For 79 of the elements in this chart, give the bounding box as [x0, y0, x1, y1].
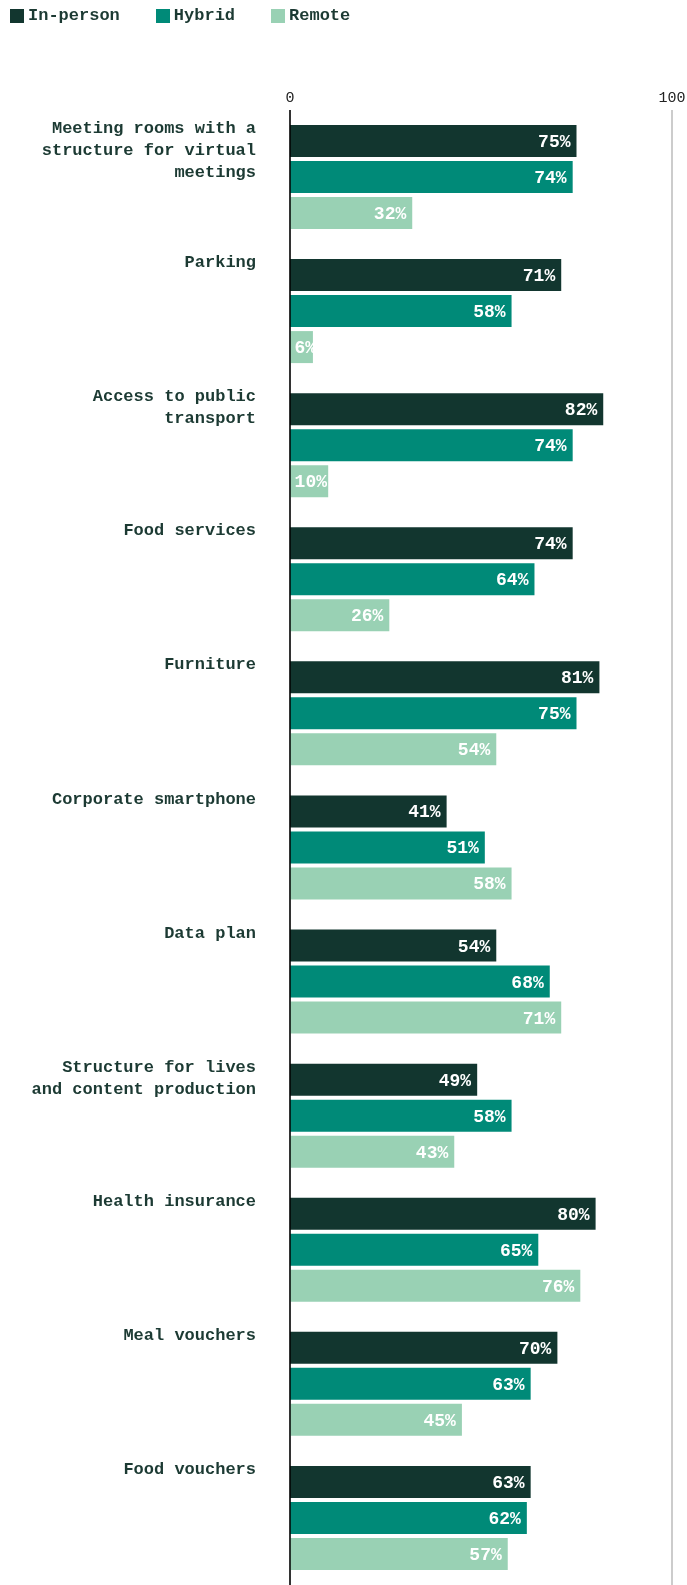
legend-label: In-person — [28, 6, 120, 25]
data-label: 81% — [561, 668, 594, 689]
data-label: 26% — [350, 606, 384, 627]
bar — [290, 1331, 558, 1364]
bar — [290, 259, 562, 292]
y-tick-label: Furniture — [164, 655, 256, 675]
bar — [290, 1099, 512, 1132]
y-tick-label: Data plan — [164, 923, 256, 943]
bar — [290, 1233, 539, 1266]
data-label: 54% — [457, 936, 491, 957]
data-label: 51% — [446, 838, 480, 859]
data-label: 76% — [541, 1276, 575, 1297]
data-label: 43% — [415, 1142, 449, 1163]
y-tick-label: Access to public transport — [92, 387, 256, 429]
bar — [290, 929, 497, 962]
x-tick-label: 0 — [285, 90, 295, 107]
bar — [290, 197, 413, 229]
y-tick-label: Food services — [123, 521, 256, 541]
bar — [290, 697, 577, 730]
data-label: 49% — [438, 1070, 472, 1091]
data-label: 58% — [473, 874, 506, 895]
bar — [290, 393, 604, 426]
bar — [290, 1367, 531, 1400]
data-label: 71% — [522, 1008, 556, 1029]
bar — [290, 965, 550, 998]
bar — [290, 661, 600, 694]
bar — [290, 1063, 478, 1096]
y-tick-label: Corporate smartphone — [51, 789, 256, 809]
y-tick-label: Structure for lives and content production — [31, 1057, 256, 1099]
x-tick-label: 100 — [658, 90, 686, 107]
bar — [290, 831, 485, 864]
bar — [290, 599, 390, 632]
data-label: 41% — [408, 802, 441, 823]
data-label: 74% — [534, 168, 567, 188]
data-label: 57% — [469, 1544, 502, 1565]
data-label: 71% — [522, 266, 556, 287]
bar — [290, 1403, 462, 1436]
data-label: 58% — [473, 302, 506, 323]
bar — [290, 1465, 531, 1498]
bar — [290, 1537, 508, 1570]
data-label: 62% — [488, 1508, 522, 1529]
y-tick-label: Meal vouchers — [123, 1325, 256, 1345]
data-label: 10% — [294, 472, 328, 493]
data-label: 64% — [496, 570, 529, 591]
bar — [290, 867, 512, 900]
bar — [290, 563, 535, 596]
bar — [290, 527, 573, 560]
bar — [290, 1269, 581, 1302]
bar — [290, 1135, 455, 1168]
data-label: 80% — [557, 1204, 590, 1225]
data-label: 82% — [564, 400, 598, 421]
legend-label: Hybrid — [173, 6, 236, 25]
bar — [290, 125, 577, 157]
y-tick-label: Food vouchers — [123, 1459, 256, 1479]
y-tick-label: Parking — [184, 253, 256, 273]
data-label: 75% — [538, 132, 571, 152]
data-label: 32% — [373, 204, 407, 224]
bar — [290, 1197, 596, 1230]
data-label: 63% — [492, 1472, 525, 1493]
legend-label: Remote — [289, 6, 351, 25]
data-label: 54% — [457, 740, 491, 761]
data-label: 74% — [534, 436, 567, 457]
bar — [290, 795, 447, 828]
data-label: 65% — [499, 1240, 533, 1261]
bar — [290, 429, 573, 462]
bar — [290, 1001, 562, 1034]
bar — [290, 733, 497, 766]
data-label: 68% — [511, 972, 544, 993]
y-tick-label: Meeting rooms with a structure for virtual meetings — [41, 119, 256, 183]
data-label: 75% — [538, 704, 571, 725]
data-label: 70% — [518, 1338, 552, 1359]
bar — [290, 161, 573, 193]
y-tick-label: Health insurance — [92, 1191, 256, 1211]
data-label: 74% — [534, 534, 567, 555]
bar — [290, 1501, 527, 1534]
bar — [290, 295, 512, 328]
data-label: 63% — [492, 1374, 525, 1395]
data-label: 58% — [473, 1106, 506, 1127]
data-label: 45% — [423, 1410, 457, 1431]
